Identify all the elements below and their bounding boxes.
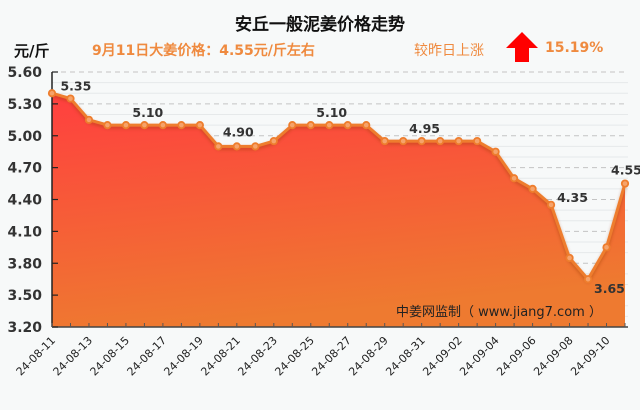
data-label: 4.55 — [611, 163, 640, 178]
y-tick-label: 4.10 — [7, 224, 42, 240]
x-tick-label: 24-09-08 — [531, 334, 576, 379]
y-tick-label: 5.30 — [7, 97, 42, 113]
x-tick-label: 24-08-17 — [125, 334, 170, 379]
y-tick-label: 3.80 — [7, 256, 42, 272]
x-tick-label: 24-08-29 — [346, 334, 391, 379]
x-tick-label: 24-09-06 — [494, 334, 539, 379]
x-tick-label: 24-08-27 — [309, 334, 354, 379]
x-tick-label: 24-09-02 — [420, 334, 465, 379]
y-axis-unit: 元/斤 — [14, 42, 50, 60]
data-labels: 5.35 5.10 4.90 5.10 4.95 4.35 3.65 4.55 — [60, 79, 640, 297]
up-arrow-icon — [506, 32, 538, 62]
x-tick-label: 24-08-23 — [235, 334, 280, 379]
x-tick-label: 24-08-19 — [161, 334, 206, 379]
y-tick-label: 5.60 — [7, 65, 42, 81]
data-points — [47, 89, 630, 284]
data-label: 3.65 — [594, 281, 625, 296]
price-summary: 9月11日大姜价格：4.55元/斤左右 — [92, 43, 315, 59]
x-tick-label: 24-08-25 — [272, 334, 317, 379]
x-tick-label: 24-08-13 — [51, 334, 96, 379]
data-label: 5.35 — [60, 79, 91, 94]
axes — [51, 71, 628, 328]
area-fill — [52, 93, 625, 327]
x-tick-label: 24-08-31 — [383, 334, 428, 379]
x-axis-labels: 24-08-1124-08-1324-08-1524-08-1724-08-19… — [14, 334, 613, 379]
data-label: 4.90 — [223, 124, 254, 139]
y-tick-label: 4.70 — [7, 161, 42, 177]
y-tick-label: 3.20 — [7, 320, 42, 336]
y-tick-label: 5.00 — [7, 129, 42, 145]
change-label: 较昨日上涨 — [414, 43, 484, 59]
chart-title: 安丘一般泥姜价格走势 — [235, 15, 405, 35]
watermark: 中姜网监制（ www.jiang7.com ） — [396, 305, 602, 320]
x-tick-label: 24-08-21 — [198, 334, 243, 379]
x-tick-label: 24-09-04 — [457, 334, 502, 379]
data-label: 5.10 — [316, 105, 347, 120]
x-tick-label: 24-08-11 — [14, 334, 59, 379]
x-tick-label: 24-09-10 — [568, 334, 613, 379]
data-label: 4.35 — [557, 190, 588, 205]
change-percent: 15.19% — [545, 40, 604, 56]
y-tick-label: 3.50 — [7, 288, 42, 304]
data-label: 5.10 — [132, 105, 163, 120]
y-axis-labels: 5.60 5.30 5.00 4.70 4.40 4.10 3.80 3.50 3.20 — [7, 65, 42, 336]
y-tick-label: 4.40 — [7, 193, 42, 209]
data-label: 4.95 — [409, 121, 440, 136]
x-tick-label: 24-08-15 — [88, 334, 133, 379]
